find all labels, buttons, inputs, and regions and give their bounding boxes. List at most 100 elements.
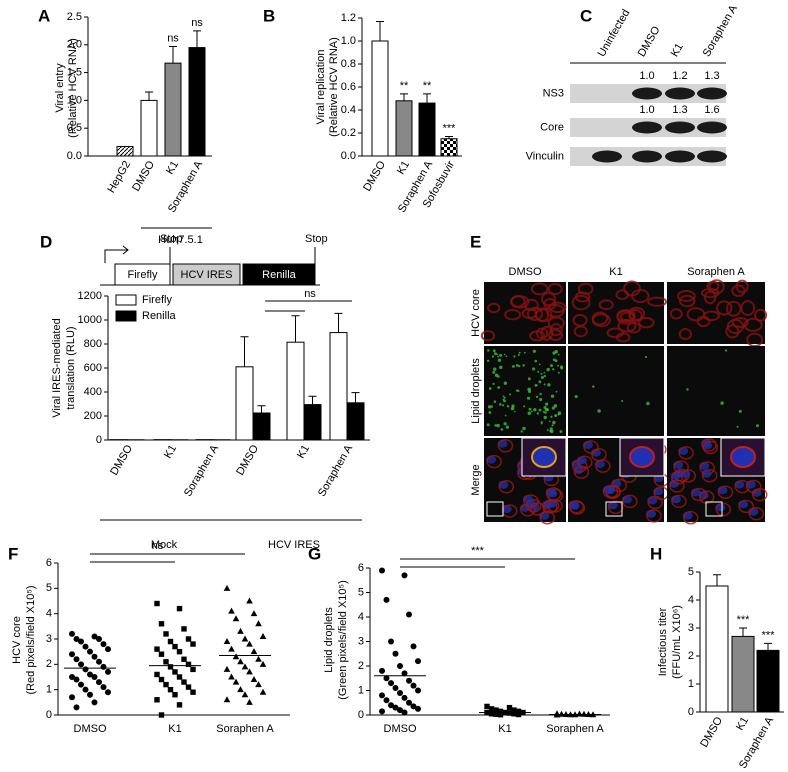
data-point — [100, 684, 107, 691]
y-tick-label: 1 — [358, 684, 364, 696]
data-point — [158, 651, 165, 657]
stain — [515, 389, 518, 392]
stain — [583, 440, 599, 454]
stain — [543, 383, 546, 386]
error-bar — [351, 392, 360, 403]
stain — [510, 406, 515, 411]
data-point — [497, 712, 504, 718]
x-tick-label: Soraphen A — [182, 442, 221, 498]
blot-band — [665, 121, 695, 134]
stain — [520, 430, 523, 433]
data-point — [241, 691, 249, 698]
data-point — [397, 689, 403, 696]
group-label: Huh7.5.1 — [158, 234, 203, 246]
data-point — [406, 677, 412, 684]
y-tick-label: 0.4 — [341, 104, 356, 116]
stain — [577, 282, 594, 295]
stain — [731, 317, 749, 328]
stain — [500, 428, 504, 431]
bar — [731, 635, 755, 713]
y-tick-label: 0.5 — [67, 122, 82, 134]
data-point — [506, 704, 513, 711]
x-tick-label: DMSO — [384, 723, 417, 735]
lane-label: Uninfected — [596, 7, 633, 59]
stain — [696, 315, 711, 328]
stain — [523, 351, 526, 354]
data-point — [190, 666, 196, 673]
data-point — [154, 600, 160, 607]
stain — [701, 468, 718, 483]
panel-letter: C — [580, 6, 592, 25]
blot-band — [592, 150, 622, 163]
stain — [499, 353, 503, 357]
y-tick-label: 800 — [84, 338, 102, 350]
stain — [540, 372, 543, 375]
inset-cell — [629, 446, 655, 468]
x-tick-label: Soraphen A — [546, 723, 604, 735]
data-point — [484, 703, 490, 710]
blot-band — [697, 87, 727, 100]
x-tick-label: DMSO — [74, 723, 107, 735]
data-point — [255, 655, 262, 662]
y-tick-label: 600 — [84, 362, 102, 374]
significance: ns — [191, 17, 203, 29]
data-point — [388, 638, 394, 645]
y-tick-label: 3 — [688, 622, 694, 634]
data-point — [232, 678, 240, 685]
error-bar — [291, 315, 300, 343]
stain — [534, 384, 538, 387]
data-point — [392, 704, 399, 711]
data-point — [415, 705, 421, 712]
stain — [646, 401, 650, 406]
stain — [506, 405, 510, 408]
stain — [486, 454, 502, 469]
stain — [547, 282, 563, 295]
stain — [504, 309, 522, 321]
error-bar — [308, 395, 317, 405]
bar — [371, 40, 389, 157]
row-label: NS3 — [543, 87, 564, 99]
stain — [498, 479, 515, 494]
error-bar — [764, 642, 772, 651]
data-point — [488, 706, 495, 712]
stain — [638, 317, 655, 329]
stain — [706, 280, 720, 292]
construct-label: Renilla — [262, 269, 297, 281]
y-axis-label: (Relative HCV RNA) — [67, 38, 79, 138]
blot-band — [697, 150, 727, 163]
stain — [573, 325, 588, 338]
bar — [756, 649, 780, 713]
data-point — [181, 626, 187, 632]
stain — [725, 324, 740, 339]
stain — [540, 325, 554, 341]
stain — [537, 370, 540, 373]
stain — [678, 327, 693, 341]
data-point — [100, 663, 107, 670]
error-bar — [423, 93, 431, 104]
data-point — [105, 689, 111, 696]
data-point — [78, 638, 84, 645]
bar — [164, 62, 182, 157]
data-point — [158, 621, 165, 627]
data-point — [493, 707, 499, 713]
stain — [724, 349, 728, 352]
construct-element — [242, 263, 316, 286]
stain — [492, 382, 495, 386]
y-axis-label: Viral replication — [315, 49, 327, 124]
stain — [552, 420, 556, 425]
data-point — [172, 643, 178, 650]
stain — [546, 367, 550, 372]
stain — [708, 279, 725, 295]
stain — [553, 404, 558, 408]
y-tick-label: 5 — [46, 582, 52, 594]
stain — [488, 387, 492, 390]
data-point — [91, 674, 98, 680]
data-point — [388, 680, 394, 687]
data-point — [401, 572, 408, 579]
data-point — [379, 708, 385, 715]
error-bar — [334, 312, 343, 333]
stain — [494, 352, 497, 356]
data-point — [379, 567, 385, 574]
data-point — [558, 710, 565, 717]
